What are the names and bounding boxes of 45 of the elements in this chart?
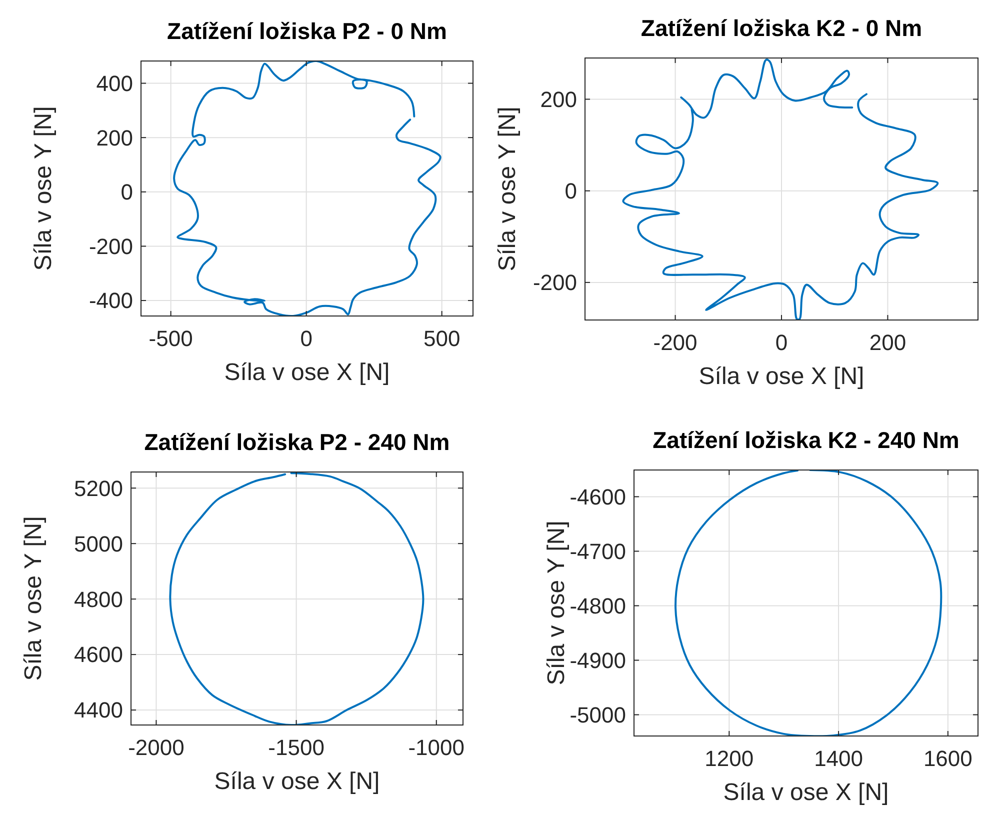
y-tick-label: -5000 (570, 702, 626, 728)
x-axis-title: Síla v ose X [N] (723, 779, 889, 806)
x-tick-label: -500 (148, 326, 193, 351)
y-tick-label: 4600 (74, 642, 123, 668)
y-tick-label: -4900 (570, 648, 626, 673)
x-tick-label: 0 (775, 330, 788, 355)
x-axis-title: Síla v ose X [N] (698, 363, 864, 390)
y-tick-label: -200 (88, 234, 133, 259)
chart-title: Zatížení ložiska P2 - 240 Nm (144, 429, 450, 455)
x-tick-label: -200 (653, 330, 698, 355)
x-tick-label: 500 (423, 326, 460, 351)
line-series (173, 61, 442, 316)
y-tick-label: 5200 (74, 476, 123, 501)
x-tick-label: 200 (869, 330, 906, 355)
chart-title: Zatížení ložiska K2 - 0 Nm (640, 15, 922, 41)
y-tick-label: 4400 (74, 698, 123, 723)
x-axis-title: Síla v ose X [N] (224, 359, 390, 386)
x-tick-label: -1000 (408, 735, 465, 760)
y-axis-title: Síla v ose Y [N] (20, 516, 47, 681)
x-tick-label: 1600 (923, 746, 972, 771)
y-tick-label: 0 (564, 178, 577, 204)
y-tick-label: -4600 (570, 484, 626, 510)
y-tick-label: -4700 (570, 538, 626, 564)
y-tick-label: 0 (120, 180, 133, 205)
chart-title: Zatížení ložiska K2 - 240 Nm (652, 427, 960, 453)
x-tick-label: -2000 (128, 735, 184, 760)
y-tick-label: -400 (88, 288, 133, 314)
x-tick-label: -1500 (268, 735, 324, 760)
y-axis-title: Síla v ose Y [N] (543, 520, 570, 686)
x-tick-label: 0 (300, 326, 312, 351)
line-series (169, 472, 424, 725)
y-axis-title: Síla v ose Y [N] (494, 106, 521, 272)
y-tick-label: 200 (540, 86, 577, 112)
line-series (674, 470, 942, 736)
y-tick-label: -200 (532, 270, 577, 296)
y-tick-label: 400 (96, 70, 133, 96)
y-tick-label: 4800 (74, 586, 123, 612)
y-tick-label: -4800 (570, 593, 626, 618)
y-tick-label: 5000 (74, 531, 123, 556)
x-tick-label: 1200 (704, 746, 754, 771)
chart-title: Zatížení ložiska P2 - 0 Nm (167, 18, 447, 44)
y-tick-label: 200 (96, 125, 133, 150)
x-tick-label: 1400 (814, 746, 864, 771)
y-axis-title: Síla v ose Y [N] (30, 106, 57, 271)
x-axis-title: Síla v ose X [N] (214, 768, 380, 795)
